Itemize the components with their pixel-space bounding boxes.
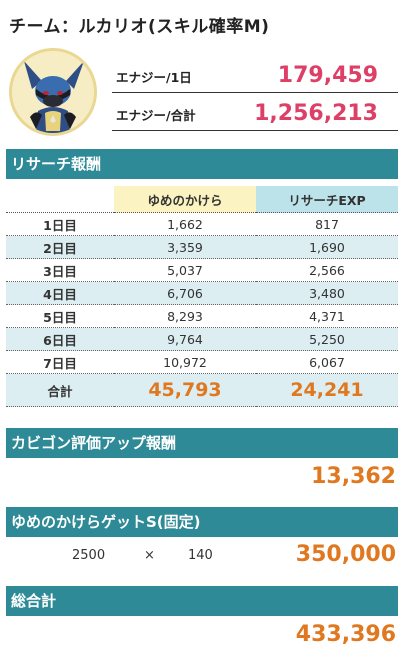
dream-shard-get-value: 350,000 [295, 542, 396, 567]
lucario-icon [12, 51, 94, 133]
exp-cell: 3,480 [256, 281, 398, 305]
multiply-sign: × [144, 548, 155, 563]
exp-cell: 6,067 [256, 350, 398, 374]
snorlax-rank-reward-header: カビゴン評価アップ報酬 [6, 428, 398, 458]
table-row: 5日目 8,293 4,371 [6, 304, 398, 328]
energy-total-value: 1,256,213 [254, 101, 378, 126]
energy-per-day-row: エナジー/1日 179,459 [112, 54, 398, 93]
day-cell: 5日目 [6, 304, 114, 328]
dream-shard-amount: 2500 [72, 548, 106, 563]
dream-cell: 5,037 [114, 258, 256, 282]
lucario-avatar [9, 48, 97, 136]
dream-shards-column-header: ゆめのかけら [114, 186, 256, 213]
snorlax-rank-reward-value: 13,362 [311, 464, 396, 489]
dream-cell: 3,359 [114, 235, 256, 259]
table-row: 1日目 1,662 817 [6, 212, 398, 236]
day-cell: 4日目 [6, 281, 114, 305]
dream-cell: 8,293 [114, 304, 256, 328]
dream-cell: 9,764 [114, 327, 256, 351]
table-row: 4日目 6,706 3,480 [6, 281, 398, 305]
energy-per-day-value: 179,459 [277, 63, 378, 88]
dream-shard-count: 140 [188, 548, 213, 563]
total-label: 合計 [6, 373, 114, 407]
table-row: 3日目 5,037 2,566 [6, 258, 398, 282]
research-reward-table: ゆめのかけら リサーチEXP 1日目 1,662 817 2日目 3,359 1… [6, 186, 398, 407]
exp-cell: 4,371 [256, 304, 398, 328]
grand-total-header: 総合計 [6, 586, 398, 616]
dream-cell: 1,662 [114, 212, 256, 236]
day-cell: 2日目 [6, 235, 114, 259]
total-research-exp: 24,241 [256, 373, 398, 407]
day-column-header [6, 186, 114, 213]
research-table-header-row: ゆめのかけら リサーチEXP [6, 186, 398, 213]
energy-total-label: エナジー/合計 [116, 108, 196, 123]
day-cell: 6日目 [6, 327, 114, 351]
table-row: 2日目 3,359 1,690 [6, 235, 398, 259]
total-row: 合計 45,793 24,241 [6, 373, 398, 407]
energy-per-day-label: エナジー/1日 [116, 70, 192, 85]
exp-cell: 2,566 [256, 258, 398, 282]
exp-cell: 5,250 [256, 327, 398, 351]
dream-cell: 10,972 [114, 350, 256, 374]
total-dream-shards: 45,793 [114, 373, 256, 407]
day-cell: 1日目 [6, 212, 114, 236]
research-reward-header: リサーチ報酬 [6, 149, 398, 179]
day-cell: 3日目 [6, 258, 114, 282]
grand-total-value: 433,396 [295, 622, 396, 647]
dream-shard-get-header: ゆめのかけらゲットS(固定) [6, 507, 398, 537]
day-cell: 7日目 [6, 350, 114, 374]
dream-cell: 6,706 [114, 281, 256, 305]
table-row: 6日目 9,764 5,250 [6, 327, 398, 351]
research-exp-column-header: リサーチEXP [256, 186, 398, 213]
page-title: チーム：ルカリオ(スキル確率M) [9, 17, 270, 37]
exp-cell: 1,690 [256, 235, 398, 259]
table-row: 7日目 10,972 6,067 [6, 350, 398, 374]
energy-total-row: エナジー/合計 1,256,213 [112, 92, 398, 131]
exp-cell: 817 [256, 212, 398, 236]
